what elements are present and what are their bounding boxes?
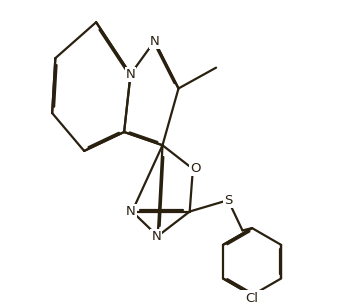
Text: N: N [126,68,135,81]
Text: N: N [151,230,161,242]
Text: Cl: Cl [245,292,258,305]
Text: O: O [191,163,201,175]
Text: N: N [126,205,135,218]
Text: N: N [150,35,160,48]
Text: S: S [224,194,232,207]
